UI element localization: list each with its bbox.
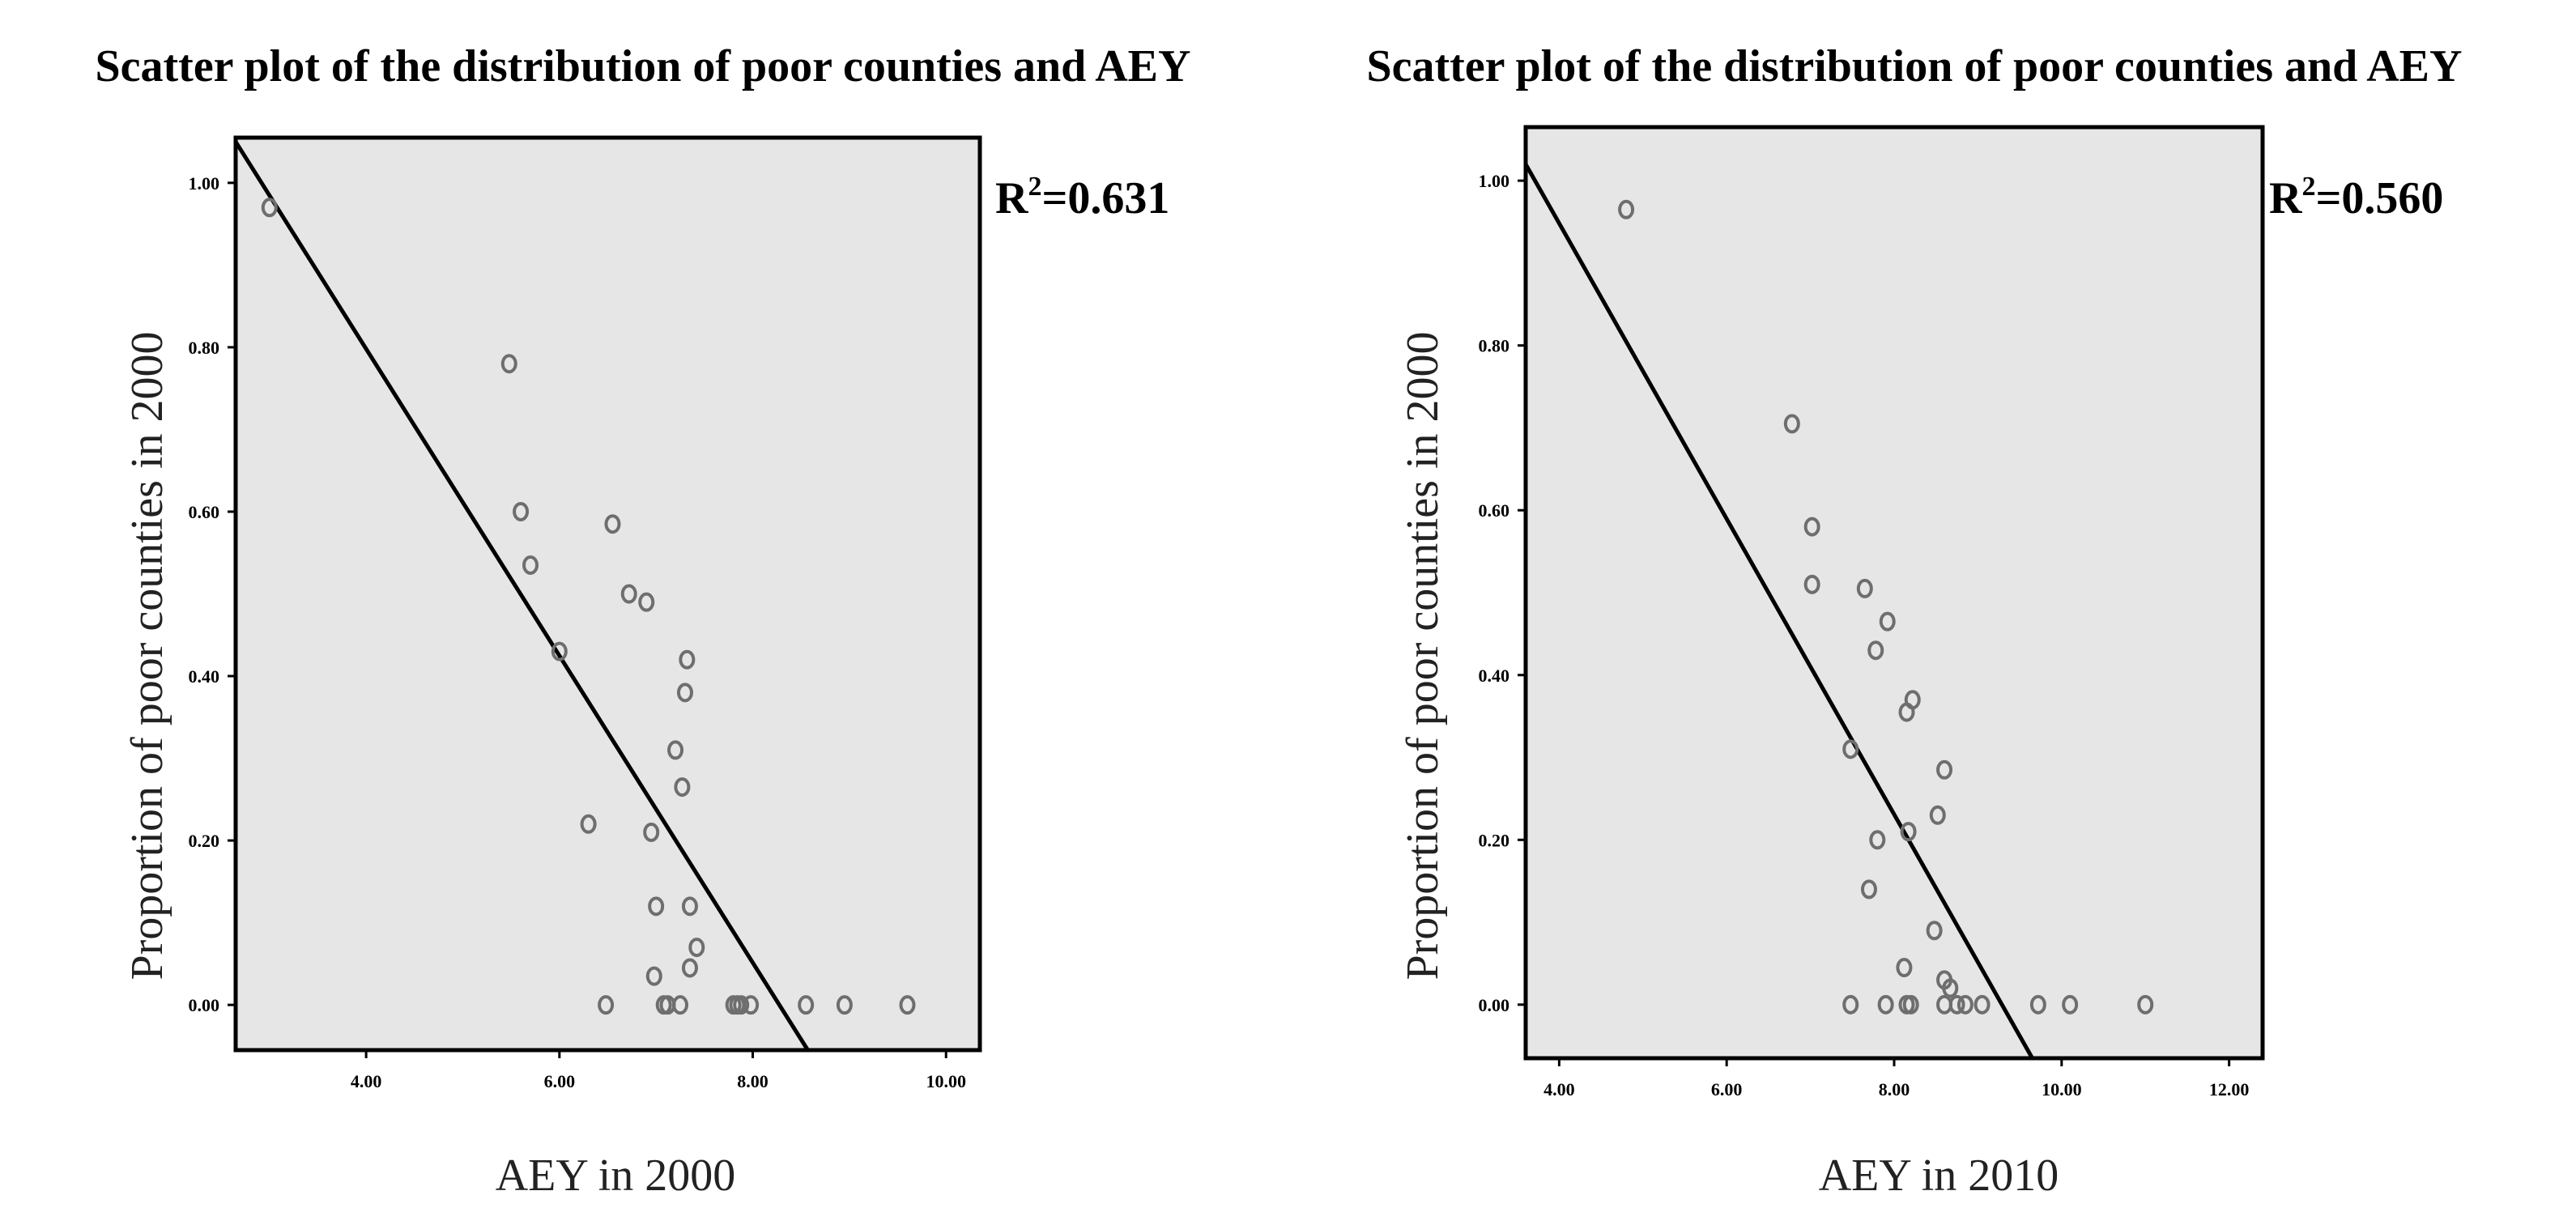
- data-point: [681, 896, 698, 917]
- data-point: [1956, 994, 1974, 1014]
- r-squared-superscript: 2: [1028, 172, 1041, 202]
- y-tick-label: 0.00: [189, 995, 220, 1015]
- chart-title: Scatter plot of the distribution of poor…: [1367, 41, 2463, 91]
- y-tick-label: 0.60: [1479, 500, 1510, 521]
- data-point: [743, 995, 760, 1015]
- chart-title: Scatter plot of the distribution of poor…: [96, 41, 1191, 91]
- data-point: [1879, 611, 1896, 632]
- y-tick-label: 0.60: [189, 502, 220, 522]
- y-tick-label: 0.20: [1479, 830, 1510, 850]
- data-point: [1803, 574, 1820, 594]
- data-point: [620, 584, 637, 604]
- r-squared-annotation: R2=0.631: [995, 172, 1169, 223]
- data-point: [1783, 414, 1800, 434]
- r-squared-annotation: R2=0.560: [2269, 172, 2443, 223]
- y-tick-label: 0.40: [1479, 666, 1510, 686]
- data-point: [522, 555, 539, 575]
- r-squared-value: =0.560: [2315, 173, 2443, 223]
- data-point: [1948, 994, 1965, 1014]
- data-point: [674, 777, 691, 798]
- x-tick-label: 6.00: [1711, 1079, 1743, 1100]
- x-axis-title: AEY in 2000: [496, 1151, 736, 1201]
- data-point: [500, 354, 517, 374]
- y-tick-label: 0.20: [189, 831, 220, 851]
- data-point: [1974, 994, 1991, 1014]
- data-point: [1936, 759, 1953, 780]
- data-point: [676, 683, 693, 703]
- data-point: [598, 995, 615, 1015]
- data-point: [836, 995, 853, 1015]
- data-point: [1842, 739, 1859, 759]
- y-axis-title: Proportion of poor counties in 2000: [122, 331, 172, 980]
- data-point: [1898, 702, 1915, 722]
- x-axis-title: AEY in 2010: [1819, 1151, 2059, 1201]
- data-point: [645, 966, 662, 986]
- plot-area: [233, 135, 982, 1053]
- data-point: [1856, 578, 1873, 598]
- data-point: [1803, 517, 1820, 537]
- x-tick-label: 6.00: [544, 1071, 576, 1091]
- data-point: [638, 592, 655, 612]
- plot-marks: 4.00 6.00 8.00 10.00 0.00 0.20 0.40 0.60 0.80 1.0…: [189, 140, 966, 1091]
- regression-line: [233, 140, 810, 1052]
- data-point: [672, 995, 689, 1015]
- data-point: [733, 995, 750, 1015]
- y-tick-label: 0.80: [189, 338, 220, 358]
- r-squared-value: =0.631: [1041, 173, 1169, 223]
- data-point: [643, 822, 660, 842]
- y-tick-label: 1.00: [189, 173, 220, 194]
- y-tick-label: 1.00: [1479, 171, 1510, 191]
- data-point: [1942, 978, 1959, 998]
- x-tick-label: 8.00: [1879, 1079, 1910, 1100]
- x-tick-label: 4.00: [351, 1071, 382, 1091]
- r-squared-superscript: 2: [2301, 172, 2315, 202]
- data-point: [667, 740, 684, 760]
- r-squared-prefix: R: [995, 173, 1028, 223]
- data-point: [604, 514, 621, 534]
- x-tick-label: 10.00: [2042, 1079, 2082, 1100]
- data-point: [513, 501, 530, 521]
- data-point: [1900, 822, 1917, 842]
- data-point: [1902, 994, 1919, 1014]
- r-squared-prefix: R: [2269, 173, 2302, 223]
- x-tick-label: 12.00: [2209, 1079, 2250, 1100]
- chart-panel-2010: Scatter plot of the distribution of poor…: [1367, 41, 2463, 1201]
- data-point: [1860, 879, 1877, 900]
- y-axis-title: Proportion of poor counties in 2000: [1398, 331, 1448, 980]
- data-point: [899, 995, 916, 1015]
- data-point: [1896, 958, 1913, 978]
- y-tick-label: 0.40: [189, 666, 220, 687]
- data-point: [2137, 994, 2154, 1014]
- data-point: [1842, 994, 1859, 1014]
- x-tick-label: 10.00: [926, 1071, 966, 1091]
- data-point: [1926, 921, 1943, 941]
- y-tick-label: 0.00: [1479, 995, 1510, 1015]
- data-point: [2062, 994, 2079, 1014]
- regression-line: [1523, 163, 2034, 1060]
- data-point: [1869, 830, 1886, 850]
- plot-area: [1523, 125, 2265, 1061]
- data-point: [580, 814, 597, 834]
- data-point: [1929, 805, 1946, 825]
- data-point: [261, 198, 278, 218]
- plot-marks: 4.00 6.00 8.00 10.00 12.00 0.00 0.20 0.40 0.60 0.…: [1479, 163, 2250, 1100]
- data-point: [1867, 640, 1884, 661]
- y-tick-label: 0.80: [1479, 336, 1510, 356]
- data-point: [1877, 994, 1894, 1014]
- x-tick-label: 8.00: [737, 1071, 769, 1091]
- data-point: [681, 958, 698, 978]
- data-point: [679, 649, 696, 670]
- data-point: [1618, 199, 1635, 219]
- chart-panel-2000: Scatter plot of the distribution of poor…: [96, 41, 1191, 1201]
- data-point: [648, 896, 665, 917]
- data-point: [551, 641, 568, 661]
- data-point: [2029, 994, 2046, 1014]
- data-point: [798, 995, 815, 1015]
- data-point: [688, 938, 705, 958]
- x-tick-label: 4.00: [1543, 1079, 1575, 1100]
